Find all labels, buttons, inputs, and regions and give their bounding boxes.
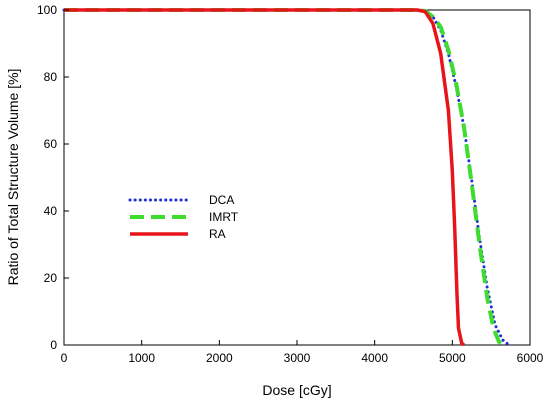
- x-tick-label: 4000: [361, 351, 388, 365]
- series-line-ra: [64, 8, 466, 347]
- x-tick-label: 5000: [439, 351, 466, 365]
- x-tick-label: 6000: [517, 351, 544, 365]
- y-tick-label: 80: [44, 70, 58, 84]
- plot-area: [63, 9, 531, 346]
- x-tick-label: 1000: [128, 351, 155, 365]
- x-tick-label: 2000: [206, 351, 233, 365]
- series-line-imrt: [64, 8, 505, 347]
- x-tick-label: 0: [61, 351, 68, 365]
- legend-label-ra: RA: [209, 227, 226, 241]
- y-axis-ticks: 0 20 40 60 80 100: [37, 3, 69, 352]
- plot-frame: [63, 9, 531, 346]
- series-curves: [62, 8, 511, 347]
- x-axis-ticks: 0 1000 2000 3000 4000 5000 6000: [61, 340, 544, 365]
- y-tick-label: 0: [50, 338, 57, 352]
- y-tick-label: 60: [44, 137, 58, 151]
- y-tick-label: 20: [44, 271, 58, 285]
- y-axis-title: Ratio of Total Structure Volume [%]: [5, 69, 21, 286]
- y-tick-label: 100: [37, 3, 57, 17]
- x-tick-label: 3000: [284, 351, 311, 365]
- legend-label-dca: DCA: [209, 193, 234, 207]
- x-axis-title: Dose [cGy]: [262, 382, 331, 398]
- legend: DCA IMRT RA: [128, 193, 239, 241]
- y-tick-label: 40: [44, 204, 58, 218]
- legend-label-imrt: IMRT: [209, 210, 239, 224]
